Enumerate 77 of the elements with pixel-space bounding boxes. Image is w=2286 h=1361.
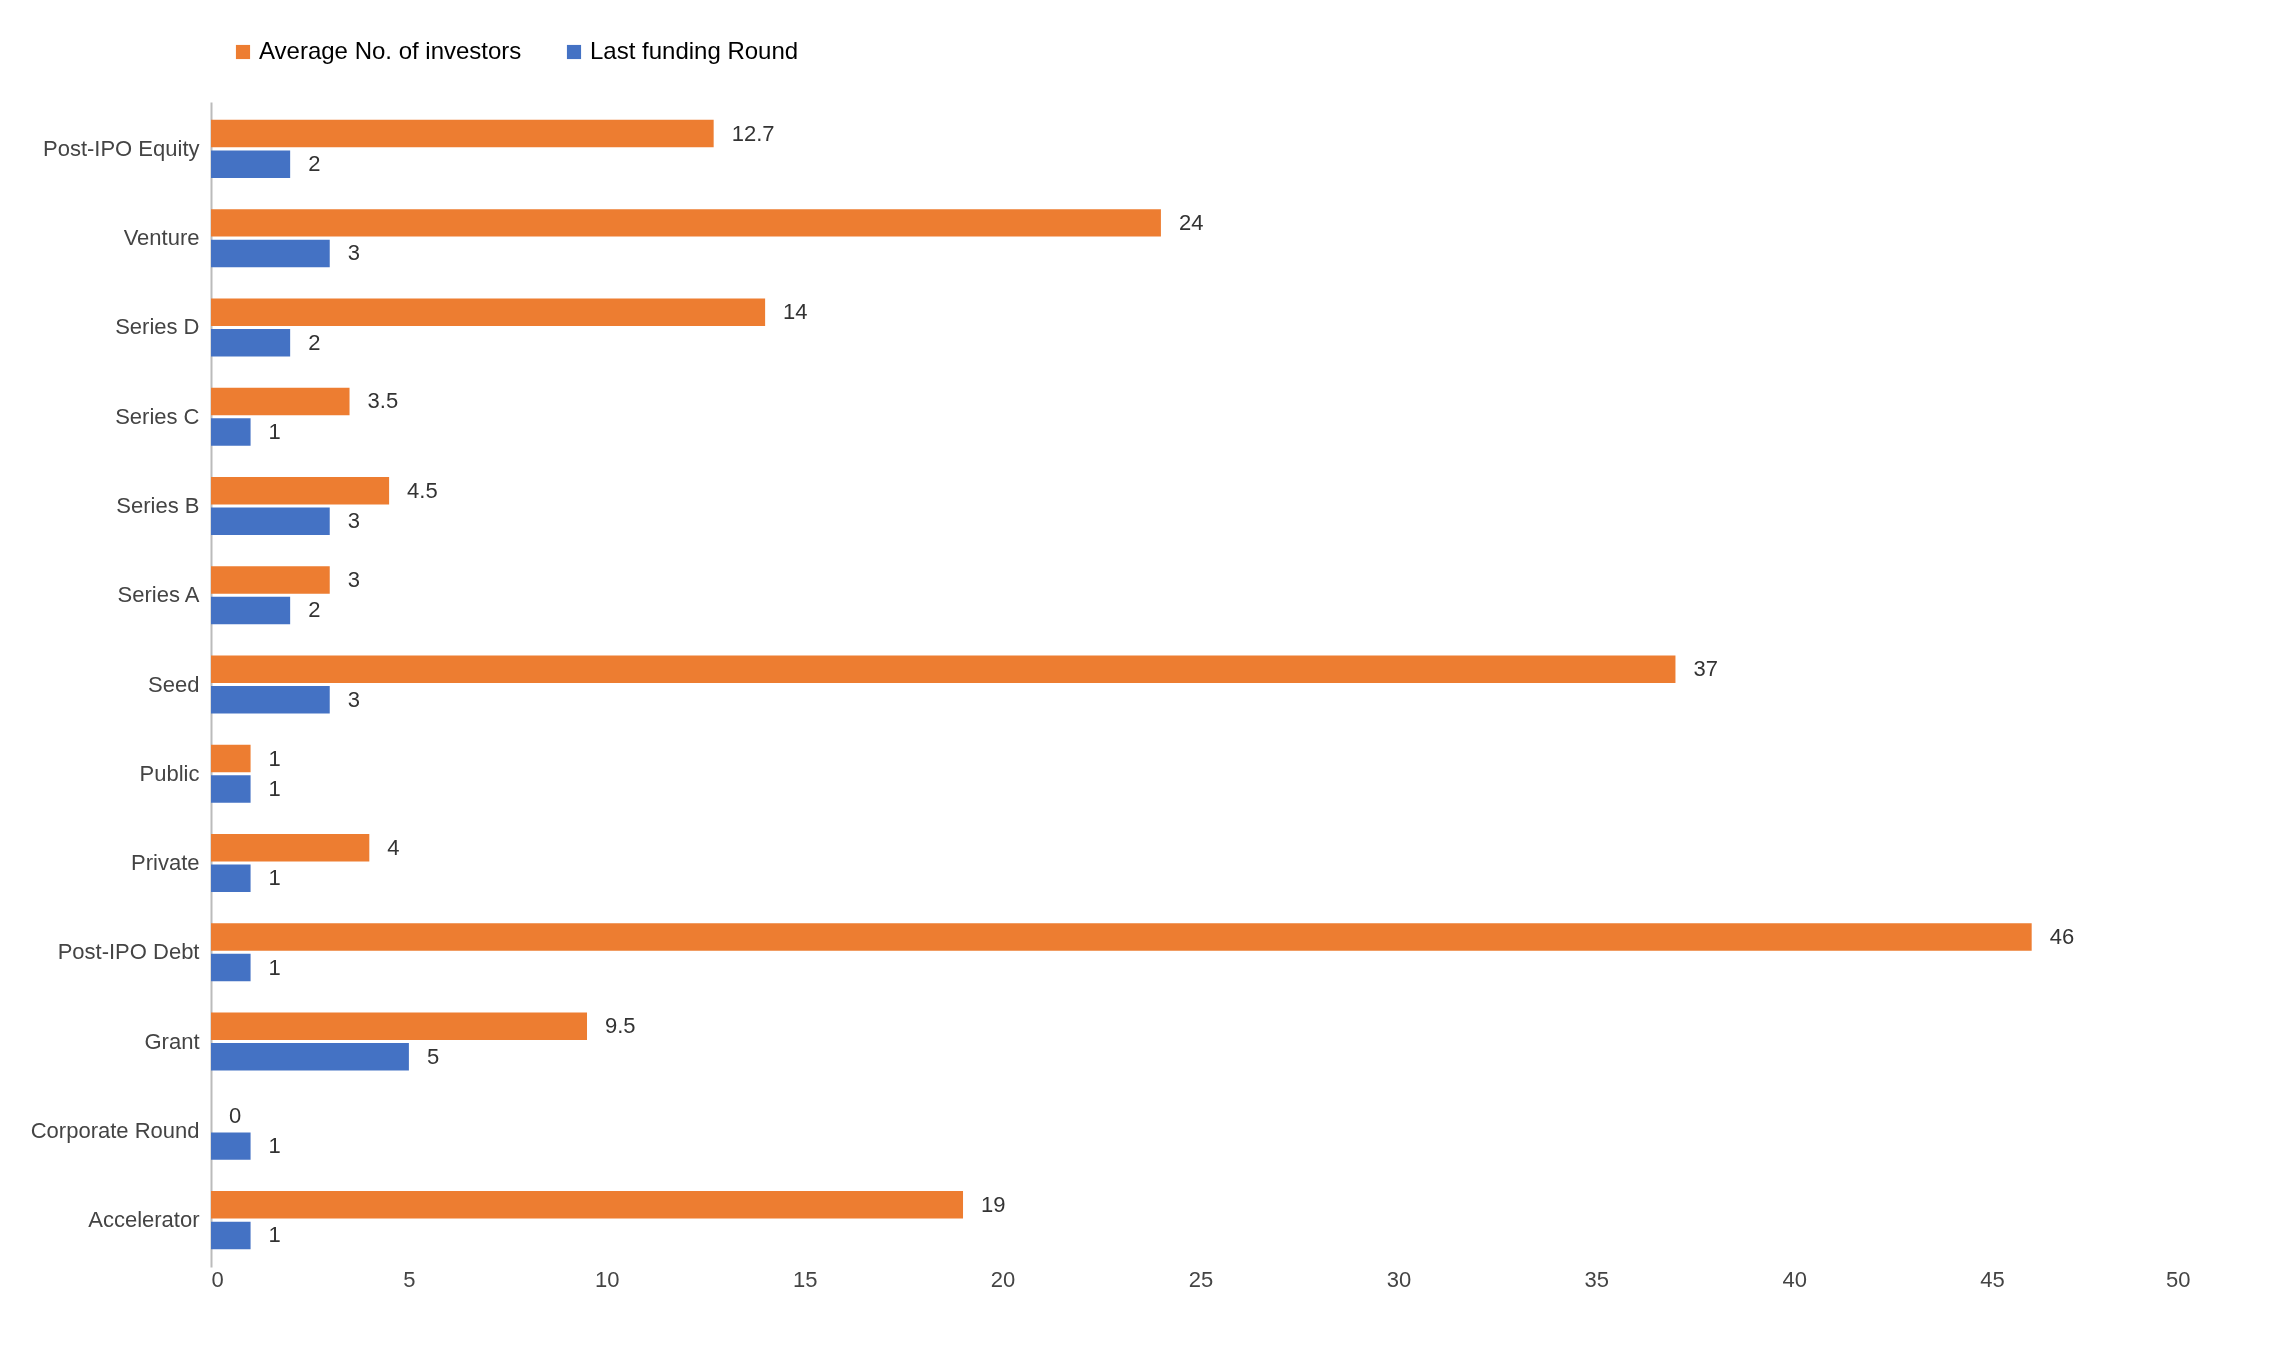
y-tick-label: Post-IPO Equity xyxy=(42,135,200,161)
bar xyxy=(211,1132,251,1160)
y-tick-label: Series B xyxy=(116,492,200,518)
data-label: 14 xyxy=(783,299,808,325)
data-label: 2 xyxy=(308,151,321,177)
data-label: 3 xyxy=(347,686,360,712)
bar xyxy=(211,596,291,625)
x-tick-label: 0 xyxy=(211,1266,224,1292)
bar xyxy=(211,775,251,803)
data-label: 37 xyxy=(1693,656,1718,682)
x-tick-label: 25 xyxy=(1188,1266,1214,1292)
bar xyxy=(211,387,350,416)
bar xyxy=(211,507,330,535)
y-tick-label: Seed xyxy=(148,671,200,697)
x-tick-label: 40 xyxy=(1782,1266,1807,1292)
data-label: 1 xyxy=(268,865,281,891)
y-tick-label: Grant xyxy=(144,1028,200,1054)
bar xyxy=(211,1043,409,1071)
x-tick-label: 5 xyxy=(403,1266,416,1292)
data-label: 46 xyxy=(2049,924,2075,950)
bar xyxy=(211,239,330,268)
bar xyxy=(211,209,1161,237)
x-tick-label: 50 xyxy=(2166,1266,2191,1292)
y-tick-label: Public xyxy=(139,760,200,786)
bar xyxy=(211,418,251,446)
x-tick-label: 20 xyxy=(990,1266,1016,1292)
bar xyxy=(211,150,291,178)
data-label: 5 xyxy=(426,1043,440,1069)
y-tick-label: Private xyxy=(131,850,200,876)
data-label: 12.7 xyxy=(731,120,775,146)
data-label: 1 xyxy=(268,776,281,802)
data-label: 9.5 xyxy=(605,1013,636,1039)
x-tick-label: 15 xyxy=(792,1266,818,1292)
y-tick-label: Accelerator xyxy=(88,1207,200,1233)
x-tick-label: 45 xyxy=(1980,1266,2005,1292)
bar xyxy=(211,1012,588,1041)
data-label: 3.5 xyxy=(367,388,399,414)
bar xyxy=(211,298,766,326)
bar xyxy=(211,328,291,357)
bar xyxy=(211,566,330,594)
y-tick-label: Post-IPO Debt xyxy=(57,939,200,965)
y-tick-label: Venture xyxy=(123,225,200,251)
y-tick-label: Corporate Round xyxy=(30,1117,200,1143)
data-label: 3 xyxy=(347,566,360,592)
data-label: 1 xyxy=(268,1222,281,1248)
bar xyxy=(211,1191,964,1219)
legend-label: Last funding Round xyxy=(590,37,799,64)
data-label: 1 xyxy=(268,1133,281,1159)
legend-label: Average No. of investors xyxy=(259,37,522,64)
bar xyxy=(211,834,370,862)
y-tick-label: Series C xyxy=(115,403,200,429)
x-tick-label: 10 xyxy=(595,1266,620,1292)
data-label: 1 xyxy=(268,418,281,444)
y-tick-label: Series D xyxy=(115,314,200,340)
y-tick-label: Series A xyxy=(117,582,200,608)
data-label: 4 xyxy=(387,834,400,860)
bar xyxy=(211,476,390,505)
data-label: 1 xyxy=(268,745,281,771)
data-label: 2 xyxy=(308,329,321,355)
data-label: 4.5 xyxy=(407,477,438,503)
x-tick-label: 30 xyxy=(1386,1266,1412,1292)
bar xyxy=(211,953,251,982)
data-label: 3 xyxy=(347,240,360,266)
bar xyxy=(211,655,1676,683)
data-label: 2 xyxy=(308,597,321,623)
bar xyxy=(211,864,251,893)
x-tick-label: 35 xyxy=(1584,1266,1610,1292)
bar xyxy=(211,119,714,148)
data-label: 3 xyxy=(347,508,360,534)
bar xyxy=(211,1221,251,1250)
data-label: 1 xyxy=(268,954,281,980)
bar xyxy=(211,744,251,773)
data-label: 24 xyxy=(1178,209,1204,235)
bar xyxy=(211,923,2032,951)
data-label: 0 xyxy=(229,1102,242,1128)
bar xyxy=(211,686,330,714)
data-label: 19 xyxy=(981,1191,1006,1217)
